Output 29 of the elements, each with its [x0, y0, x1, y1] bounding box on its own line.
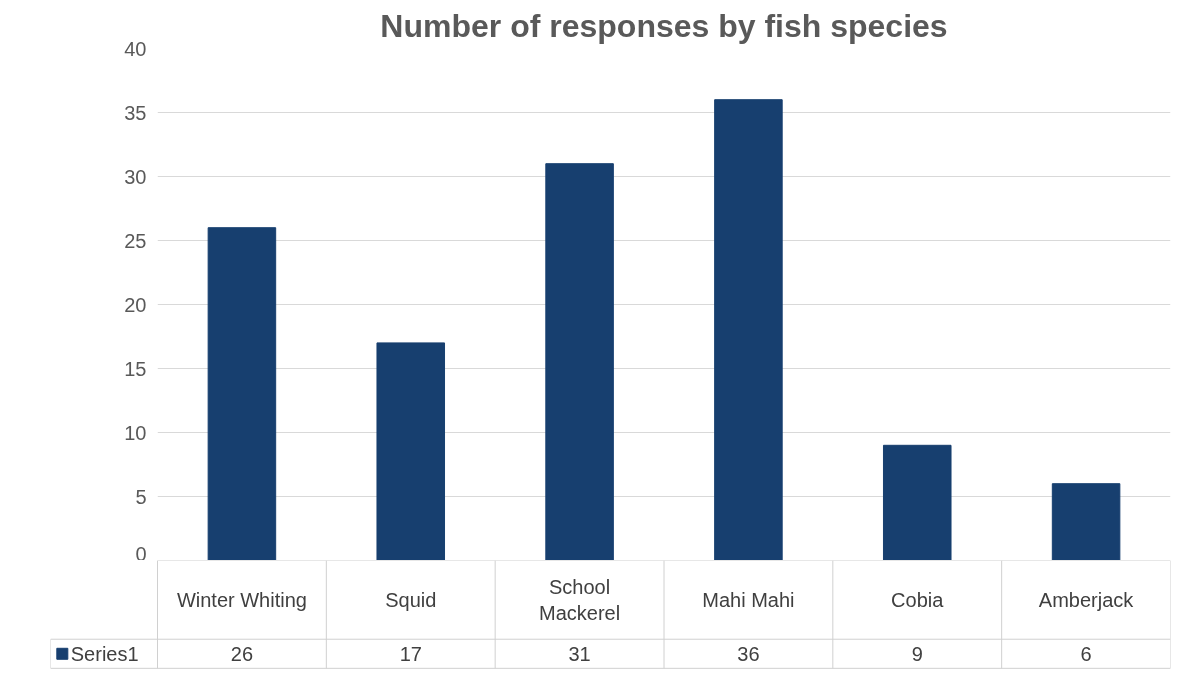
data-label: 17: [399, 642, 422, 665]
x-tick-label: Winter Whiting: [176, 588, 307, 611]
bar: [207, 227, 277, 560]
y-tick-label: 10: [124, 421, 147, 444]
bar: [882, 444, 952, 560]
y-tick-label: 30: [124, 165, 147, 188]
x-tick-label: Amberjack: [1038, 588, 1135, 611]
bar: [714, 99, 783, 560]
chart-title: Number of responses by fish species: [380, 7, 948, 44]
y-tick-label: 15: [124, 357, 147, 380]
bar: [376, 342, 446, 560]
x-tick-label: School Mackerel: [539, 575, 621, 625]
y-tick-label: 35: [124, 101, 147, 124]
y-tick-label: 5: [135, 485, 147, 508]
x-tick-label: Mahi Mahi: [702, 588, 795, 611]
data-label: 36: [737, 642, 760, 665]
y-tick-label: 40: [124, 37, 147, 60]
bar: [545, 163, 614, 560]
x-tick-label: Cobia: [891, 588, 945, 611]
bar: [1051, 483, 1121, 560]
y-tick-label: 25: [124, 229, 147, 252]
data-label: 9: [911, 642, 923, 665]
legend-label: Series1: [70, 642, 139, 665]
y-tick-label: 20: [124, 293, 147, 316]
x-tick-label: Squid: [385, 588, 437, 611]
y-tick-label: 0: [135, 542, 147, 565]
data-label: 26: [230, 642, 254, 665]
data-label: 31: [568, 642, 591, 665]
data-label: 6: [1080, 642, 1092, 665]
